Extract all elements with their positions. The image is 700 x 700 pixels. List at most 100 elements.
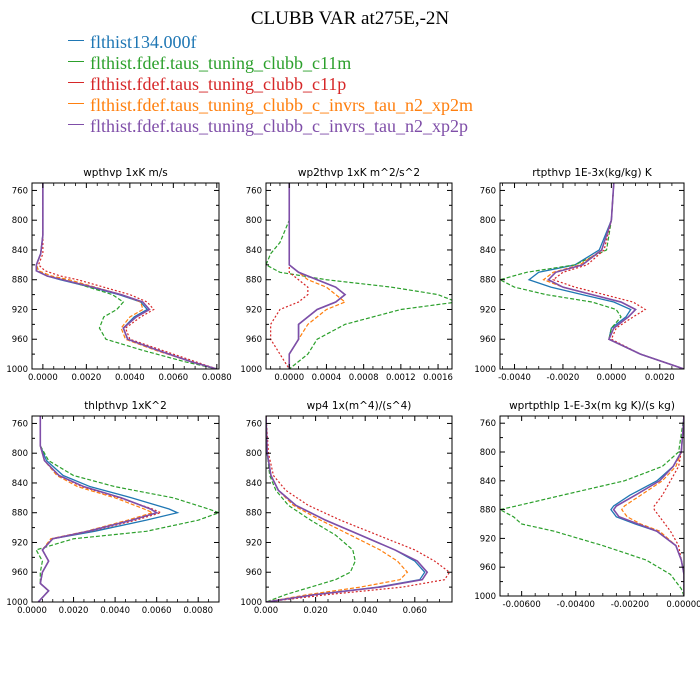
chart-panel: thlpthvp 1xK^276080084088092096010000.00… — [6, 400, 220, 616]
y-tick-label: 960 — [12, 335, 28, 345]
legend-item: flthist.fdef.taus_tuning_clubb_c11p — [68, 74, 473, 95]
x-tick-label: 0.040 — [353, 606, 377, 616]
series-line — [35, 183, 217, 369]
x-tick-label: 0.0020 — [645, 373, 675, 383]
series-line — [610, 416, 684, 596]
figure-title: CLUBB VAR at275E,-2N — [250, 8, 450, 29]
legend-swatch — [68, 61, 84, 63]
y-tick-label: 920 — [480, 534, 496, 544]
plot-frame — [31, 182, 220, 370]
y-tick-label: 960 — [12, 568, 28, 578]
series-line — [37, 416, 180, 602]
legend-label: flthist.fdef.taus_tuning_clubb_c11m — [90, 53, 352, 73]
x-tick-label: 0.020 — [303, 606, 327, 616]
x-tick-label: -0.00400 — [557, 600, 595, 610]
x-tick-label: 0.0004 — [312, 373, 342, 383]
x-tick-label: 0.00000 — [666, 600, 700, 610]
series-line — [500, 416, 684, 596]
plot-frame — [499, 182, 685, 370]
series-line — [547, 183, 684, 369]
x-tick-label: 0.0000 — [28, 373, 58, 383]
x-tick-label: 0.0060 — [142, 606, 172, 616]
series-line — [288, 183, 347, 369]
y-tick-label: 920 — [12, 305, 28, 315]
x-tick-label: 0.0000 — [596, 373, 626, 383]
panel-title: wprtpthlp 1-E-3x(m kg K)/(s kg) — [509, 400, 675, 412]
panel-title: wpthvp 1xK m/s — [83, 167, 168, 179]
series-line — [266, 416, 451, 602]
series-line — [266, 416, 409, 602]
x-tick-label: 0.0040 — [115, 373, 145, 383]
y-tick-label: 840 — [12, 479, 28, 489]
chart-panel: wprtpthlp 1-E-3x(m kg K)/(s kg) 760 800 840… — [474, 400, 700, 610]
series-line — [621, 416, 684, 596]
y-tick-label: 800 — [480, 216, 496, 226]
plot-frame — [265, 415, 453, 603]
y-tick-label: 1000 — [474, 365, 496, 375]
y-tick-label: 800 — [12, 216, 28, 226]
y-tick-label: 1000 — [474, 592, 496, 602]
x-tick-label: 0.0016 — [423, 373, 453, 383]
legend: flthist134.000f flthist.fdef.taus_tuning… — [68, 32, 473, 137]
x-tick-label: -0.00600 — [503, 600, 541, 610]
y-tick-label: 1000 — [6, 598, 28, 608]
panel-title: rtpthvp 1E-3x(kg/kg) K — [532, 167, 653, 179]
y-tick-label: 760 — [480, 186, 496, 196]
x-tick-label: -0.00200 — [611, 600, 649, 610]
series-line — [266, 183, 452, 369]
legend-swatch — [68, 124, 84, 126]
y-tick-label: 760 — [480, 419, 496, 429]
y-tick-label: 840 — [246, 246, 262, 256]
x-tick-label: 0.0020 — [71, 373, 101, 383]
series-line — [37, 416, 159, 602]
legend-item: flthist.fdef.taus_tuning_clubb_c_invrs_t… — [68, 116, 473, 137]
chart-panel: wpthvp 1xK m/s76080084088092096010000.00… — [6, 167, 231, 383]
plot-frame — [31, 415, 220, 603]
series-line — [35, 183, 218, 369]
y-tick-label: 880 — [246, 509, 262, 519]
panel-title: wp2thvp 1xK m^2/s^2 — [298, 167, 420, 179]
y-tick-label: 840 — [480, 477, 496, 487]
series-line — [270, 183, 309, 369]
x-tick-label: -0.0040 — [498, 373, 531, 383]
x-tick-label: 0.0080 — [202, 373, 232, 383]
y-tick-label: 840 — [12, 246, 28, 256]
y-tick-label: 920 — [480, 305, 496, 315]
chart-panel: rtpthvp 1E-3x(kg/kg) K 760 800 840 880 920 960… — [474, 167, 685, 383]
y-tick-label: 960 — [246, 335, 262, 345]
y-tick-label: 840 — [480, 246, 496, 256]
legend-item: flthist.fdef.taus_tuning_clubb_c11m — [68, 53, 473, 74]
y-tick-label: 1000 — [240, 365, 262, 375]
y-tick-label: 960 — [480, 563, 496, 573]
legend-swatch — [68, 82, 84, 84]
series-line — [612, 416, 684, 596]
plot-frame — [265, 182, 453, 370]
panel-title: wp4 1x(m^4)/(s^4) — [307, 400, 412, 412]
x-tick-label: 0.0020 — [59, 606, 89, 616]
x-tick-label: 0.0080 — [183, 606, 213, 616]
y-tick-label: 1000 — [6, 365, 28, 375]
y-tick-label: 960 — [480, 335, 496, 345]
y-tick-label: 880 — [12, 509, 28, 519]
y-tick-label: 840 — [246, 479, 262, 489]
plot-frame — [499, 415, 685, 597]
series-line — [266, 416, 426, 602]
y-tick-label: 760 — [12, 186, 28, 196]
y-tick-label: 960 — [246, 568, 262, 578]
legend-label: flthist.fdef.taus_tuning_clubb_c_invrs_t… — [90, 116, 468, 136]
panel-title: thlpthvp 1xK^2 — [84, 400, 167, 412]
x-tick-label: 0.0008 — [349, 373, 379, 383]
series-line — [552, 183, 684, 369]
y-tick-label: 800 — [246, 449, 262, 459]
series-line — [35, 183, 218, 369]
legend-label: flthist134.000f — [90, 32, 197, 52]
y-tick-label: 800 — [480, 448, 496, 458]
y-tick-label: 920 — [12, 538, 28, 548]
x-tick-label: 0.060 — [403, 606, 427, 616]
y-tick-label: 880 — [480, 276, 496, 286]
y-tick-label: 760 — [12, 419, 28, 429]
chart-panel: wp4 1x(m^4)/(s^4)76080084088092096010000… — [240, 400, 453, 616]
series-line — [35, 183, 217, 369]
